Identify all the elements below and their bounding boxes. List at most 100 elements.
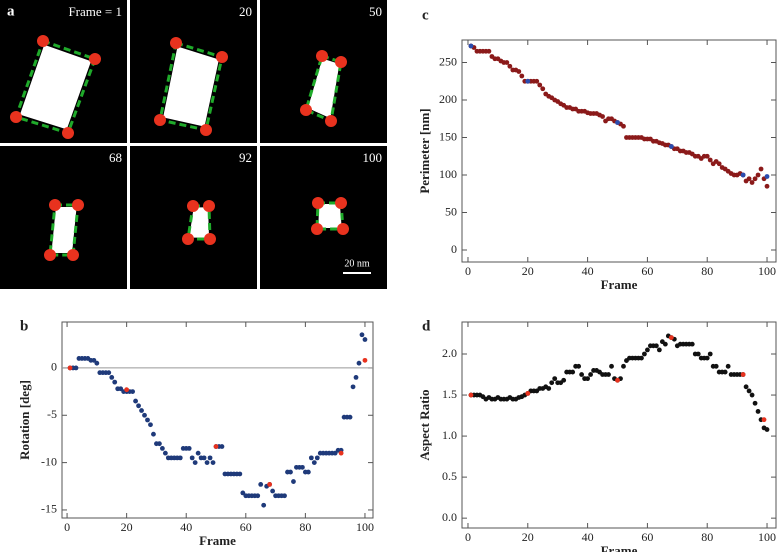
data-point bbox=[716, 161, 722, 167]
data-point bbox=[106, 370, 112, 376]
data-point bbox=[588, 372, 593, 377]
data-point bbox=[746, 388, 752, 394]
data-point bbox=[305, 469, 311, 475]
particle-shape bbox=[318, 204, 342, 228]
data-point bbox=[761, 417, 767, 423]
data-point bbox=[308, 455, 314, 461]
corner-point bbox=[170, 37, 182, 49]
y-tick-label: 2.0 bbox=[442, 346, 457, 360]
x-tick-label: 40 bbox=[180, 520, 192, 534]
data-point bbox=[525, 78, 531, 84]
data-point bbox=[561, 377, 567, 383]
data-point bbox=[695, 351, 701, 357]
x-tick-label: 60 bbox=[240, 520, 252, 534]
panel-label: a bbox=[7, 3, 15, 19]
data-point bbox=[350, 384, 356, 390]
data-point bbox=[606, 372, 611, 377]
corner-point bbox=[44, 249, 56, 261]
data-point bbox=[704, 355, 710, 361]
data-point bbox=[755, 409, 761, 414]
corner-point bbox=[312, 197, 324, 209]
data-point bbox=[722, 369, 728, 375]
data-point bbox=[621, 363, 626, 369]
data-point bbox=[662, 341, 668, 347]
data-point bbox=[707, 157, 713, 163]
corner-point bbox=[10, 111, 22, 123]
plot-frame bbox=[61, 321, 374, 519]
data-point bbox=[94, 360, 100, 366]
x-tick-label: 20 bbox=[522, 530, 534, 544]
x-tick-label: 80 bbox=[701, 530, 713, 544]
data-point bbox=[240, 490, 246, 496]
x-tick-label: 80 bbox=[701, 264, 713, 278]
data-point bbox=[656, 347, 662, 353]
data-point bbox=[270, 488, 276, 494]
y-tick-label: 0.5 bbox=[442, 469, 457, 483]
data-point bbox=[504, 60, 510, 65]
data-point bbox=[713, 363, 719, 369]
y-tick-label: 1.0 bbox=[442, 428, 457, 442]
data-point bbox=[546, 386, 552, 391]
data-point bbox=[145, 417, 150, 423]
particle-shape bbox=[189, 207, 209, 238]
data-point bbox=[142, 412, 147, 418]
data-point bbox=[725, 363, 731, 369]
data-point bbox=[704, 153, 710, 159]
data-point bbox=[359, 332, 365, 338]
data-point bbox=[642, 351, 647, 357]
data-point bbox=[525, 391, 531, 396]
data-point bbox=[136, 403, 141, 409]
data-point bbox=[91, 357, 97, 363]
data-point bbox=[258, 481, 264, 487]
corner-point bbox=[49, 199, 61, 211]
data-point bbox=[207, 455, 213, 461]
frame-label: 100 bbox=[363, 150, 383, 165]
data-point bbox=[549, 380, 555, 386]
data-point bbox=[749, 392, 755, 398]
data-point bbox=[752, 400, 758, 406]
y-axis-title: Perimeter [nm] bbox=[417, 108, 432, 193]
x-tick-label: 40 bbox=[582, 264, 594, 278]
x-tick-label: 100 bbox=[356, 520, 374, 534]
data-point bbox=[67, 365, 73, 371]
data-point bbox=[255, 493, 261, 499]
data-point bbox=[356, 360, 362, 366]
particle-shape bbox=[307, 58, 340, 119]
panel-label: d bbox=[422, 318, 431, 334]
data-point bbox=[516, 69, 522, 74]
data-point bbox=[600, 114, 605, 119]
data-point bbox=[653, 343, 659, 349]
data-point bbox=[347, 414, 353, 420]
y-tick-label: 150 bbox=[439, 129, 457, 143]
x-tick-label: 20 bbox=[121, 520, 133, 534]
data-point bbox=[740, 172, 746, 178]
data-point bbox=[468, 392, 474, 398]
data-point bbox=[764, 174, 770, 179]
data-point bbox=[353, 374, 359, 380]
data-point bbox=[288, 469, 293, 475]
data-point bbox=[314, 455, 320, 461]
corner-point bbox=[335, 197, 347, 209]
data-point bbox=[291, 479, 296, 484]
bounding-box bbox=[48, 203, 80, 257]
data-point bbox=[534, 78, 540, 84]
data-point bbox=[109, 374, 115, 380]
data-point bbox=[130, 389, 136, 394]
frame-label: 68 bbox=[109, 150, 122, 165]
x-tick-label: 0 bbox=[64, 520, 70, 534]
data-point bbox=[299, 464, 305, 470]
corner-point bbox=[62, 127, 74, 139]
data-point bbox=[764, 183, 770, 189]
y-tick-label: -5 bbox=[47, 407, 57, 421]
x-tick-label: 0 bbox=[465, 530, 471, 544]
x-tick-label: 100 bbox=[758, 264, 776, 278]
data-point bbox=[148, 422, 153, 428]
data-point bbox=[282, 493, 287, 499]
corner-point bbox=[203, 200, 215, 212]
data-point bbox=[740, 372, 746, 377]
data-point bbox=[159, 446, 165, 451]
y-tick-label: 100 bbox=[439, 167, 457, 181]
data-point bbox=[201, 455, 207, 461]
